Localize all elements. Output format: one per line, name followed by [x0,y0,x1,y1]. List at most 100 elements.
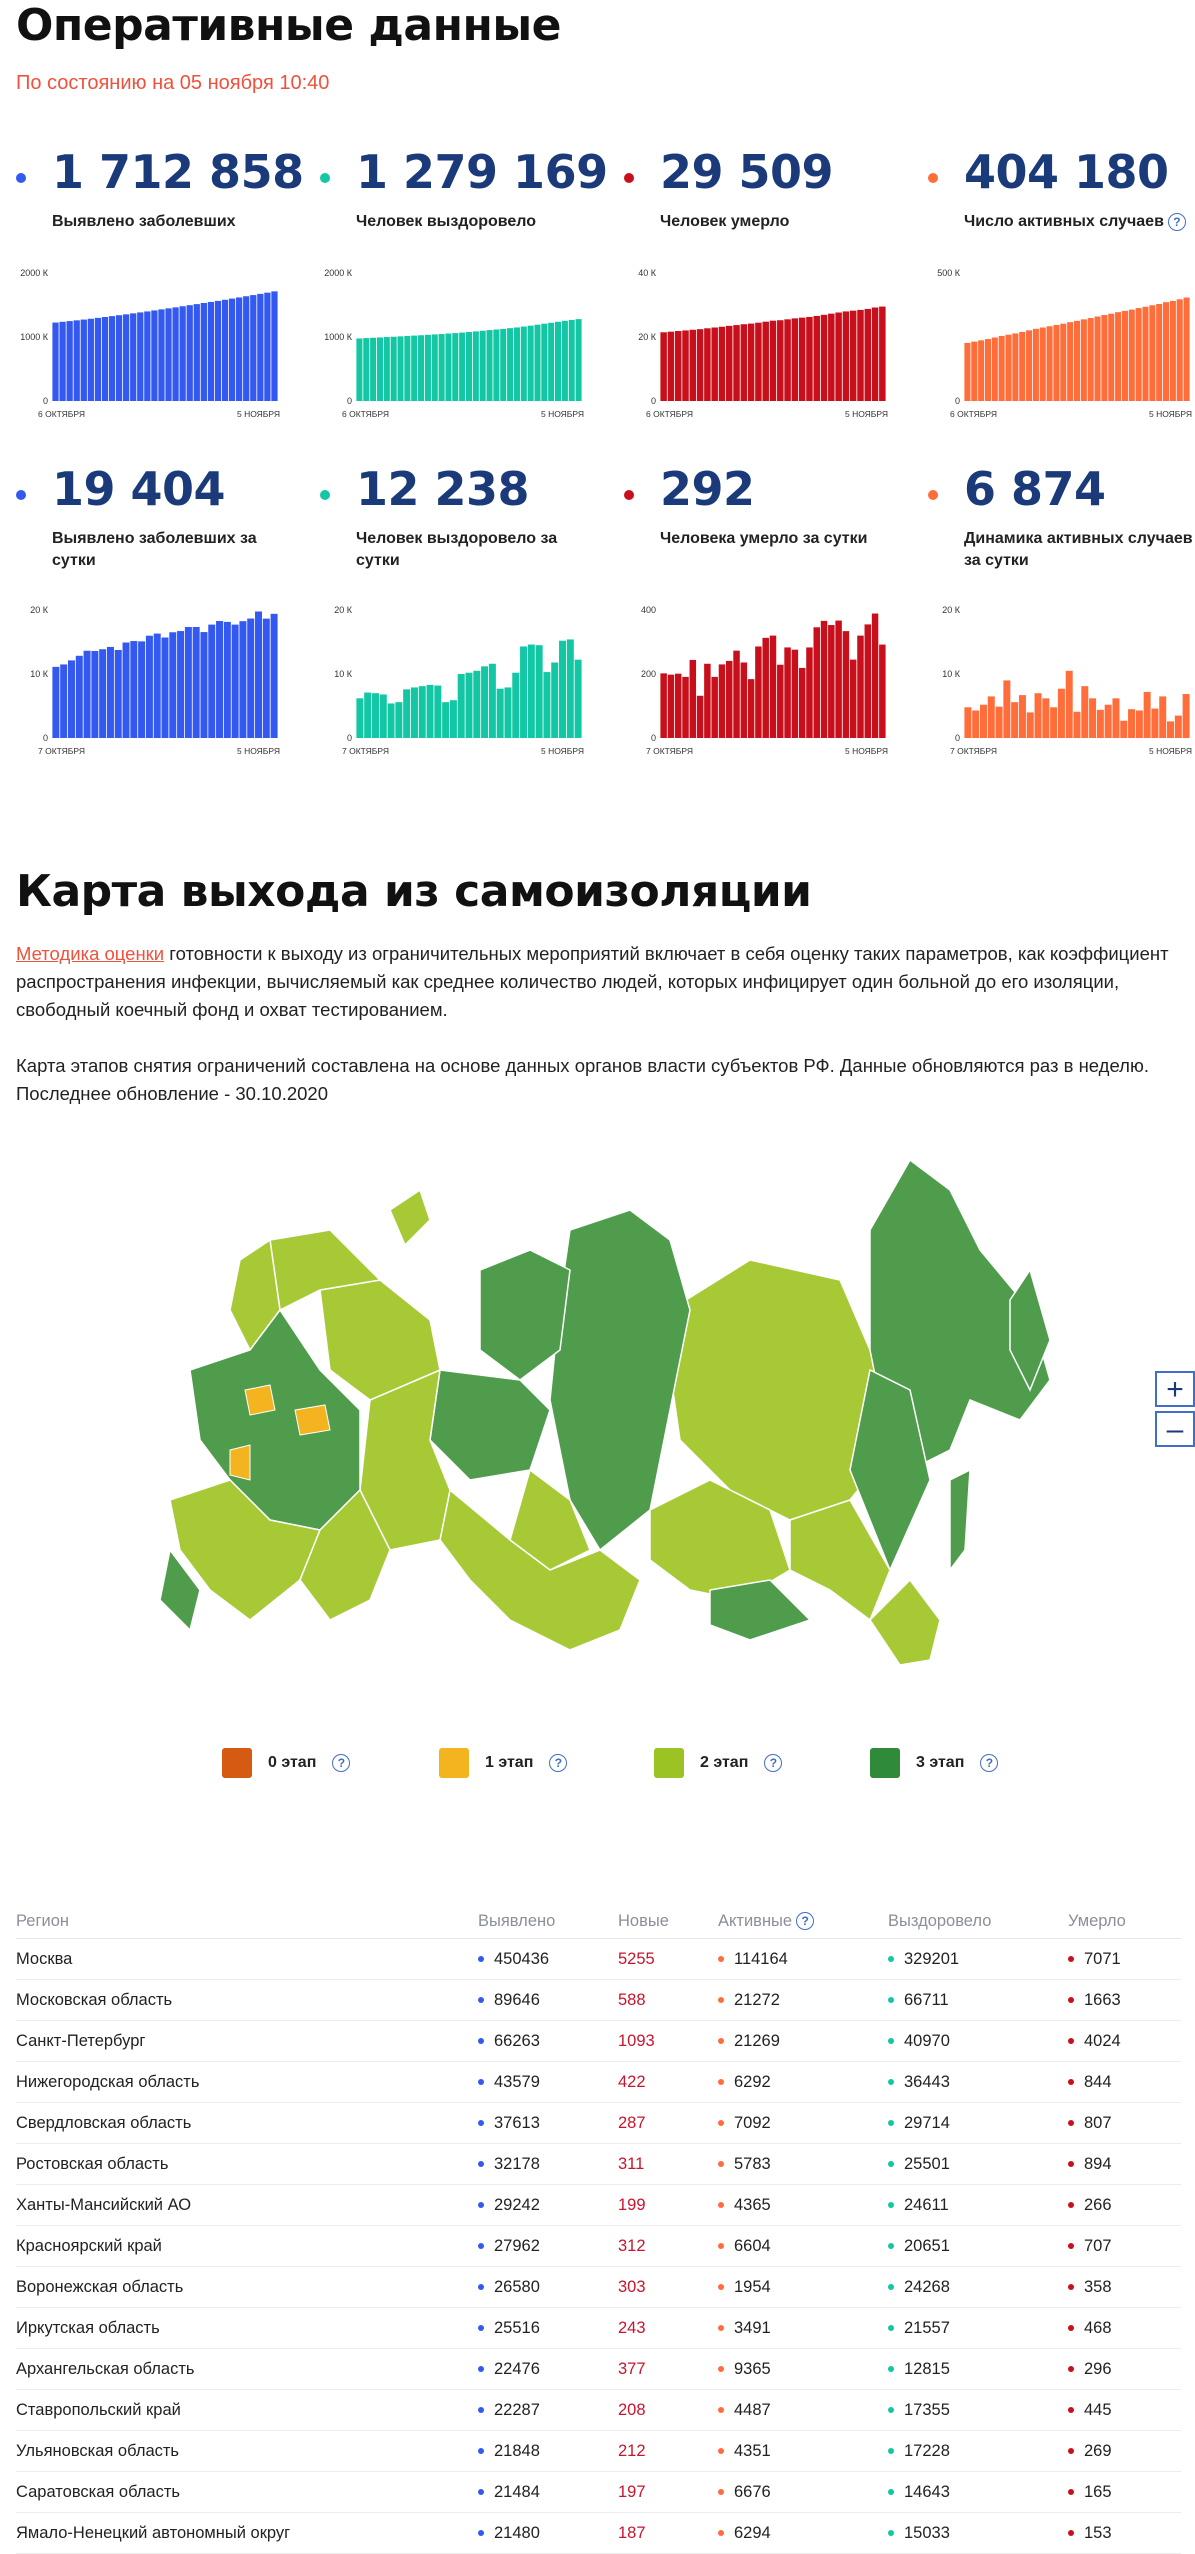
chart-bar[interactable] [486,330,493,401]
chart-bar[interactable] [718,664,726,738]
chart-bar[interactable] [813,315,820,401]
chart-bar[interactable] [879,306,886,401]
chart-bar[interactable] [559,640,567,738]
chart-bar[interactable] [192,626,200,738]
chart-bar[interactable] [94,317,102,401]
chart-bar[interactable] [1034,693,1042,738]
chart-bar[interactable] [1159,696,1167,738]
chart-bar[interactable] [1135,308,1142,401]
chart-bar[interactable] [1039,327,1046,401]
chart-bar[interactable] [424,334,431,401]
help-icon[interactable]: ? [1167,212,1186,231]
map-zoom-out-button[interactable]: – [1155,1411,1195,1447]
chart-bar[interactable] [1026,330,1033,401]
chart-bar[interactable] [231,624,239,738]
chart-bar[interactable] [777,320,784,401]
chart-bar[interactable] [527,325,534,401]
chart-bar[interactable] [390,336,397,401]
chart-bar[interactable] [122,642,130,739]
chart-bar[interactable] [404,335,411,401]
chart-bar[interactable] [504,687,512,738]
chart-bar[interactable] [1096,709,1104,738]
chart-bar[interactable] [236,297,243,401]
chart-bar[interactable] [214,300,222,401]
chart-bar[interactable] [145,635,153,738]
chart-bar[interactable] [820,314,828,401]
chart-bar[interactable] [769,635,777,738]
chart-bar[interactable] [216,620,224,738]
chart-bar[interactable] [507,328,514,401]
chart-bar[interactable] [1060,323,1067,401]
chart-bar[interactable] [177,631,185,738]
chart-bar[interactable] [964,342,971,401]
chart-bar[interactable] [857,635,864,738]
chart-bar[interactable] [257,293,264,401]
help-icon[interactable]: ? [549,1754,568,1772]
chart-bar[interactable] [449,700,457,738]
chart-bar[interactable] [726,660,733,738]
chart-bar[interactable] [1042,698,1050,738]
chart-bar[interactable] [674,673,682,738]
chart-bar[interactable] [755,322,762,401]
chart-bar[interactable] [481,666,489,738]
chart-bar[interactable] [496,688,504,738]
chart-bar[interactable] [998,335,1005,401]
chart-bar[interactable] [80,319,87,401]
chart-bar[interactable] [835,620,842,738]
chart-bar[interactable] [223,621,231,738]
chart-bar[interactable] [1174,715,1182,738]
chart-bar[interactable] [835,312,842,402]
chart-bar[interactable] [418,686,426,738]
chart-bar[interactable] [527,644,535,738]
chart-bar[interactable] [1151,708,1159,738]
chart-bar[interactable] [561,320,568,401]
chart-bar[interactable] [857,309,864,401]
chart-bar[interactable] [73,320,80,401]
chart-bar[interactable] [144,311,151,401]
chart-bar[interactable] [995,706,1003,738]
chart-bar[interactable] [696,329,704,401]
table-row[interactable]: Санкт-Петербург 66263 1093 21269 40970 4024 [16,2020,1181,2062]
chart-bar[interactable] [403,689,411,738]
column-header-new[interactable]: Новые [618,1904,718,1939]
chart-bar[interactable] [984,339,991,401]
chart-bar[interactable] [1163,302,1170,401]
chart-bar[interactable] [747,679,755,738]
chart-bar[interactable] [979,704,987,738]
chart-bar[interactable] [1142,306,1149,401]
chart-bar[interactable] [1065,670,1073,738]
chart-bar[interactable] [101,317,109,401]
chart-bar[interactable] [383,337,390,401]
chart-bar[interactable] [271,291,278,401]
chart-bar[interactable] [660,673,667,738]
chart-bar[interactable] [115,315,123,401]
chart-bar[interactable] [270,613,278,738]
chart-bar[interactable] [849,659,857,738]
chart-bar[interactable] [551,662,559,738]
chart-bar[interactable] [791,649,799,738]
chart-bar[interactable] [151,310,158,401]
chart-bar[interactable] [987,696,995,738]
chart-bar[interactable] [711,327,718,401]
chart-bar[interactable] [184,627,192,738]
chart-bar[interactable] [465,332,473,401]
chart-bar[interactable] [1128,709,1136,738]
chart-bar[interactable] [179,306,186,401]
chart-bar[interactable] [67,660,75,738]
chart-bar[interactable] [971,341,978,401]
chart-bar[interactable] [130,313,137,401]
chart-bar[interactable] [221,299,229,401]
chart-bar[interactable] [138,641,146,738]
chart-bar[interactable] [500,328,507,401]
chart-bar[interactable] [1012,333,1019,401]
chart-bar[interactable] [689,659,697,738]
chart-bar[interactable] [740,324,748,401]
chart-bar[interactable] [964,707,972,738]
chart-bar[interactable] [667,674,675,738]
chart-bar[interactable] [264,292,271,401]
chart-bar[interactable] [1089,698,1097,738]
chart-bar[interactable] [442,702,450,738]
table-row[interactable]: Ханты-Мансийский АО 29242 199 4365 24611 266 [16,2184,1181,2226]
chart-bar[interactable] [99,649,107,738]
chart-bar[interactable] [733,325,740,401]
